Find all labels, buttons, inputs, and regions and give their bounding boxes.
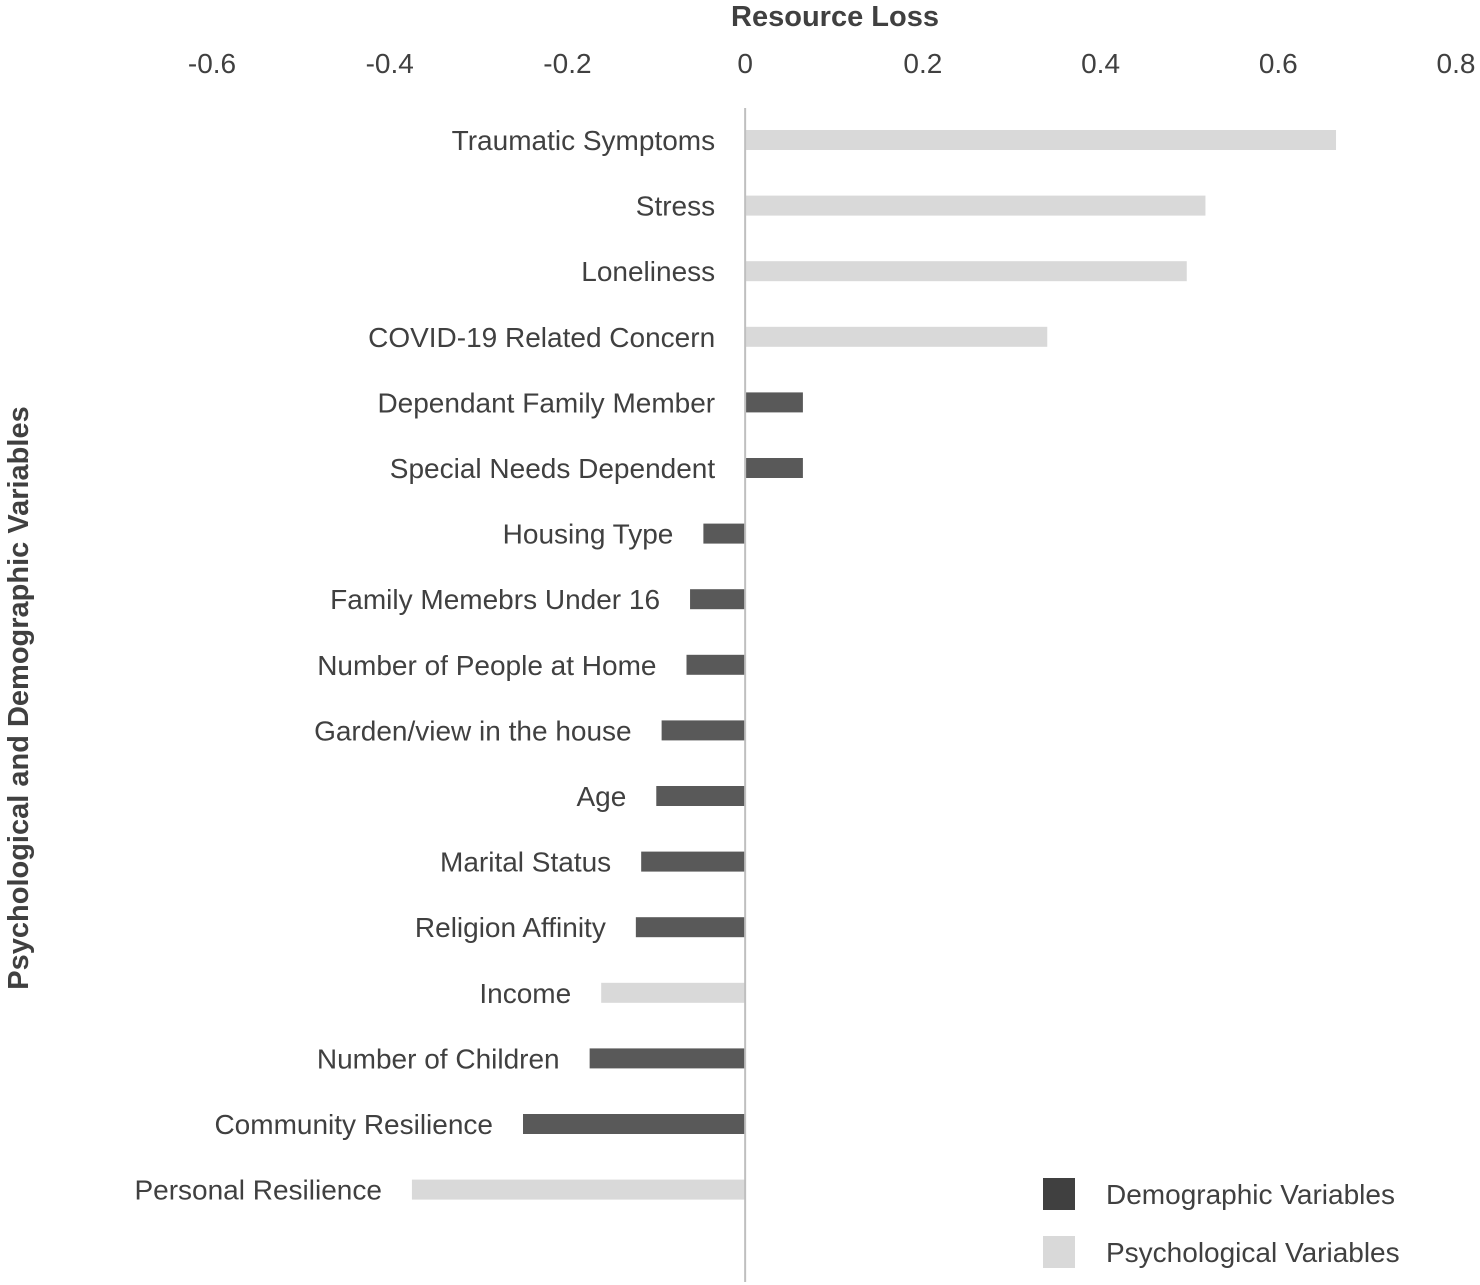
category-label: COVID-19 Related Concern: [368, 322, 715, 353]
bar: [690, 589, 746, 610]
category-label: Personal Resilience: [134, 1175, 381, 1206]
bar: [703, 523, 746, 544]
x-tick-label: -0.2: [543, 48, 591, 79]
category-labels: Traumatic Symptoms Stress Loneliness COVID-…: [134, 125, 715, 1206]
category-label: Stress: [636, 191, 715, 222]
legend-label: Demographic Variables: [1106, 1179, 1395, 1210]
x-tick-label: -0.6: [188, 48, 236, 79]
bar: [745, 195, 1206, 216]
legend: Demographic Variables Psychological Varia…: [1043, 1178, 1400, 1268]
bar: [635, 917, 746, 938]
x-tick-label: 0.4: [1081, 48, 1120, 79]
bar: [745, 458, 803, 478]
category-label: Dependant Family Member: [377, 387, 715, 418]
x-tick-label: 0.8: [1437, 48, 1476, 79]
bar: [745, 261, 1187, 282]
bar: [656, 786, 746, 806]
x-tick-label: -0.4: [366, 48, 414, 79]
y-axis-label: Psychological and Demographic Variables: [3, 406, 35, 989]
bar: [745, 326, 1048, 347]
bar: [641, 851, 746, 872]
legend-swatch: [1043, 1236, 1075, 1268]
category-label: Garden/view in the house: [314, 715, 632, 746]
x-tick-label: 0.2: [903, 48, 942, 79]
bar: [745, 130, 1337, 150]
category-label: Age: [576, 781, 626, 812]
legend-label: Psychological Variables: [1106, 1237, 1400, 1268]
bar: [589, 1048, 746, 1069]
bar: [523, 1114, 746, 1134]
category-label: Community Resilience: [214, 1109, 493, 1140]
bar: [661, 720, 746, 741]
bar: [601, 982, 746, 1003]
category-label: Family Memebrs Under 16: [330, 584, 660, 615]
category-label: Loneliness: [581, 256, 715, 287]
category-label: Income: [479, 978, 571, 1009]
bars-group: [411, 130, 1337, 1200]
category-label: Number of People at Home: [317, 650, 656, 681]
x-tick-label: 0.6: [1259, 48, 1298, 79]
bar: [411, 1179, 746, 1200]
category-label: Number of Children: [317, 1043, 560, 1074]
x-axis-ticks: -0.6 -0.4 -0.2 0 0.2 0.4 0.6 0.8: [188, 48, 1476, 79]
category-label: Special Needs Dependent: [390, 453, 716, 484]
category-label: Traumatic Symptoms: [452, 125, 715, 156]
chart-title: Resource Loss: [731, 1, 939, 33]
category-label: Housing Type: [503, 519, 674, 550]
bar: [686, 654, 746, 675]
category-label: Marital Status: [440, 847, 611, 878]
x-tick-label: 0: [737, 48, 753, 79]
legend-swatch: [1043, 1178, 1075, 1210]
category-label: Religion Affinity: [415, 912, 606, 943]
bar: [745, 392, 803, 413]
